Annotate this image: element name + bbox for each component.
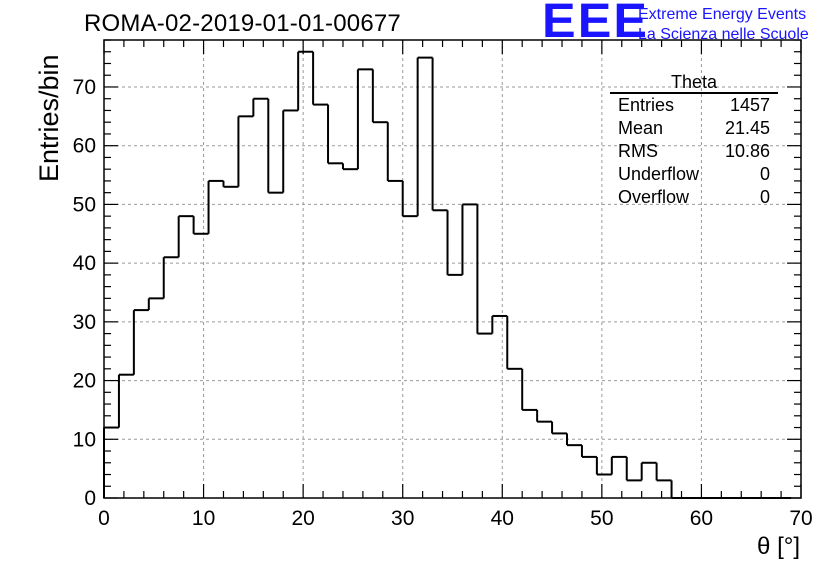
stats-title: Theta — [610, 72, 778, 94]
stats-row-overflow: Overflow 0 — [610, 186, 778, 209]
x-tick-label: 0 — [98, 507, 110, 530]
x-tick-label: 50 — [590, 507, 613, 530]
stats-row-entries: Entries 1457 — [610, 94, 778, 117]
y-tick-label: 70 — [73, 76, 96, 99]
histogram-bars — [103, 50, 792, 499]
x-tick-label: 30 — [391, 507, 414, 530]
x-tick-label: 60 — [690, 507, 713, 530]
stats-row-rms: RMS 10.86 — [610, 140, 778, 163]
y-tick-label: 10 — [73, 428, 96, 451]
x-tick-label: 10 — [192, 507, 215, 530]
stats-label: Entries — [618, 95, 675, 115]
stats-value: 1457 — [729, 95, 770, 115]
y-tick-label: 20 — [73, 370, 96, 393]
y-tick-label: 60 — [73, 135, 96, 158]
stats-label: RMS — [618, 141, 658, 161]
stats-row-mean: Mean 21.45 — [610, 117, 778, 140]
stats-value: 0 — [759, 164, 770, 184]
logo-line-1: Extreme Energy Events — [638, 6, 807, 23]
y-axis-label: Entries/bin — [34, 54, 64, 182]
y-tick-label: 30 — [73, 311, 96, 334]
stats-box: Theta Entries 1457 Mean 21.45 RMS 10.86 … — [610, 72, 778, 209]
grid-lines — [104, 40, 801, 498]
axis-ticks — [103, 39, 802, 499]
eee-logo: EEE — [542, 0, 650, 48]
y-tick-label: 50 — [73, 193, 96, 216]
x-axis-label: θ [°] — [757, 533, 800, 560]
chart-title: ROMA-02-2019-01-01-00677 — [84, 10, 401, 37]
x-tick-label: 40 — [491, 507, 514, 530]
stats-value: 21.45 — [724, 118, 770, 138]
stats-label: Mean — [618, 118, 664, 138]
stats-value: 10.86 — [724, 141, 770, 161]
tick-labels: 0 10 20 30 40 50 60 70 0 10 20 30 40 50 60 70 — [73, 76, 813, 530]
y-tick-label: 0 — [84, 487, 96, 510]
x-tick-label: 20 — [291, 507, 314, 530]
plot-frame — [103, 39, 802, 499]
stats-label: Underflow — [618, 164, 700, 184]
stats-row-underflow: Underflow 0 — [610, 163, 778, 186]
stats-label: Overflow — [618, 187, 690, 207]
stats-value: 0 — [759, 187, 770, 207]
logo-line-2: La Scienza nelle Scuole — [638, 26, 809, 43]
x-tick-label: 70 — [789, 507, 812, 530]
y-tick-label: 40 — [73, 252, 96, 275]
